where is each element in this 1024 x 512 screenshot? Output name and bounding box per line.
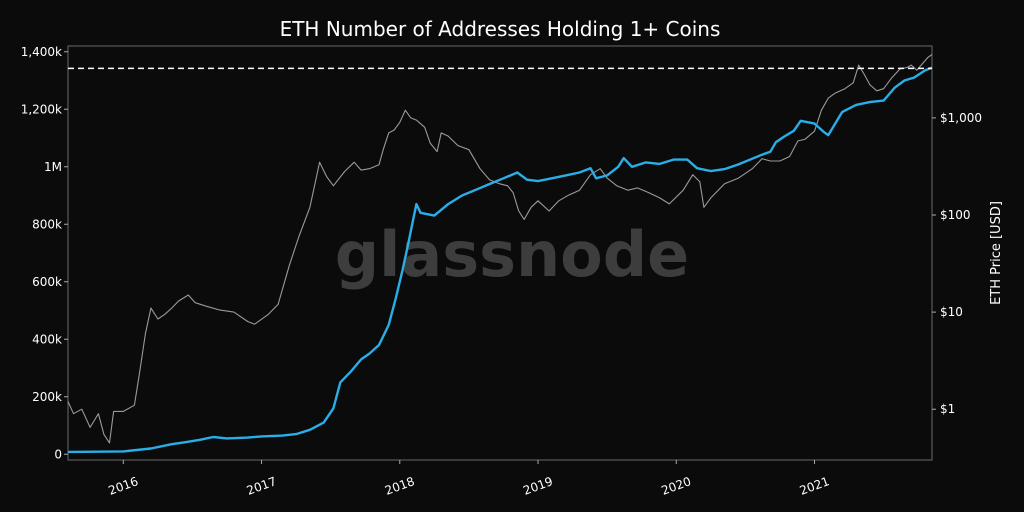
left-axis-tick-label: 1,200k [21,102,62,116]
right-axis-tick-label: $1,000 [940,111,982,125]
addresses-series-line [67,66,933,454]
left-axis-tick-label: 0 [54,447,62,461]
right-axis-tick-label: $1 [940,402,955,416]
plot-area: 0 200k 400k 600k 800k 1M 1,200k 1,400k $1 $10 $100… [21,45,982,498]
left-axis-tick-label: 800k [32,217,62,231]
chart-title: ETH Number of Addresses Holding 1+ Coins [280,17,721,41]
right-axis-tick-label: $100 [940,208,971,222]
left-axis-tick-label: 200k [32,390,62,404]
left-axis-tick-label: 1,400k [21,45,62,59]
left-axis-tick-label: 400k [32,332,62,346]
right-axis-label: ETH Price [USD] [989,201,1004,305]
left-axis-tick-label: 1M [44,160,62,174]
plot-frame [67,45,933,461]
left-axis-tick-label: 600k [32,275,62,289]
watermark-logo: glassnode [335,218,689,291]
right-axis-tick-label: $10 [940,305,963,319]
